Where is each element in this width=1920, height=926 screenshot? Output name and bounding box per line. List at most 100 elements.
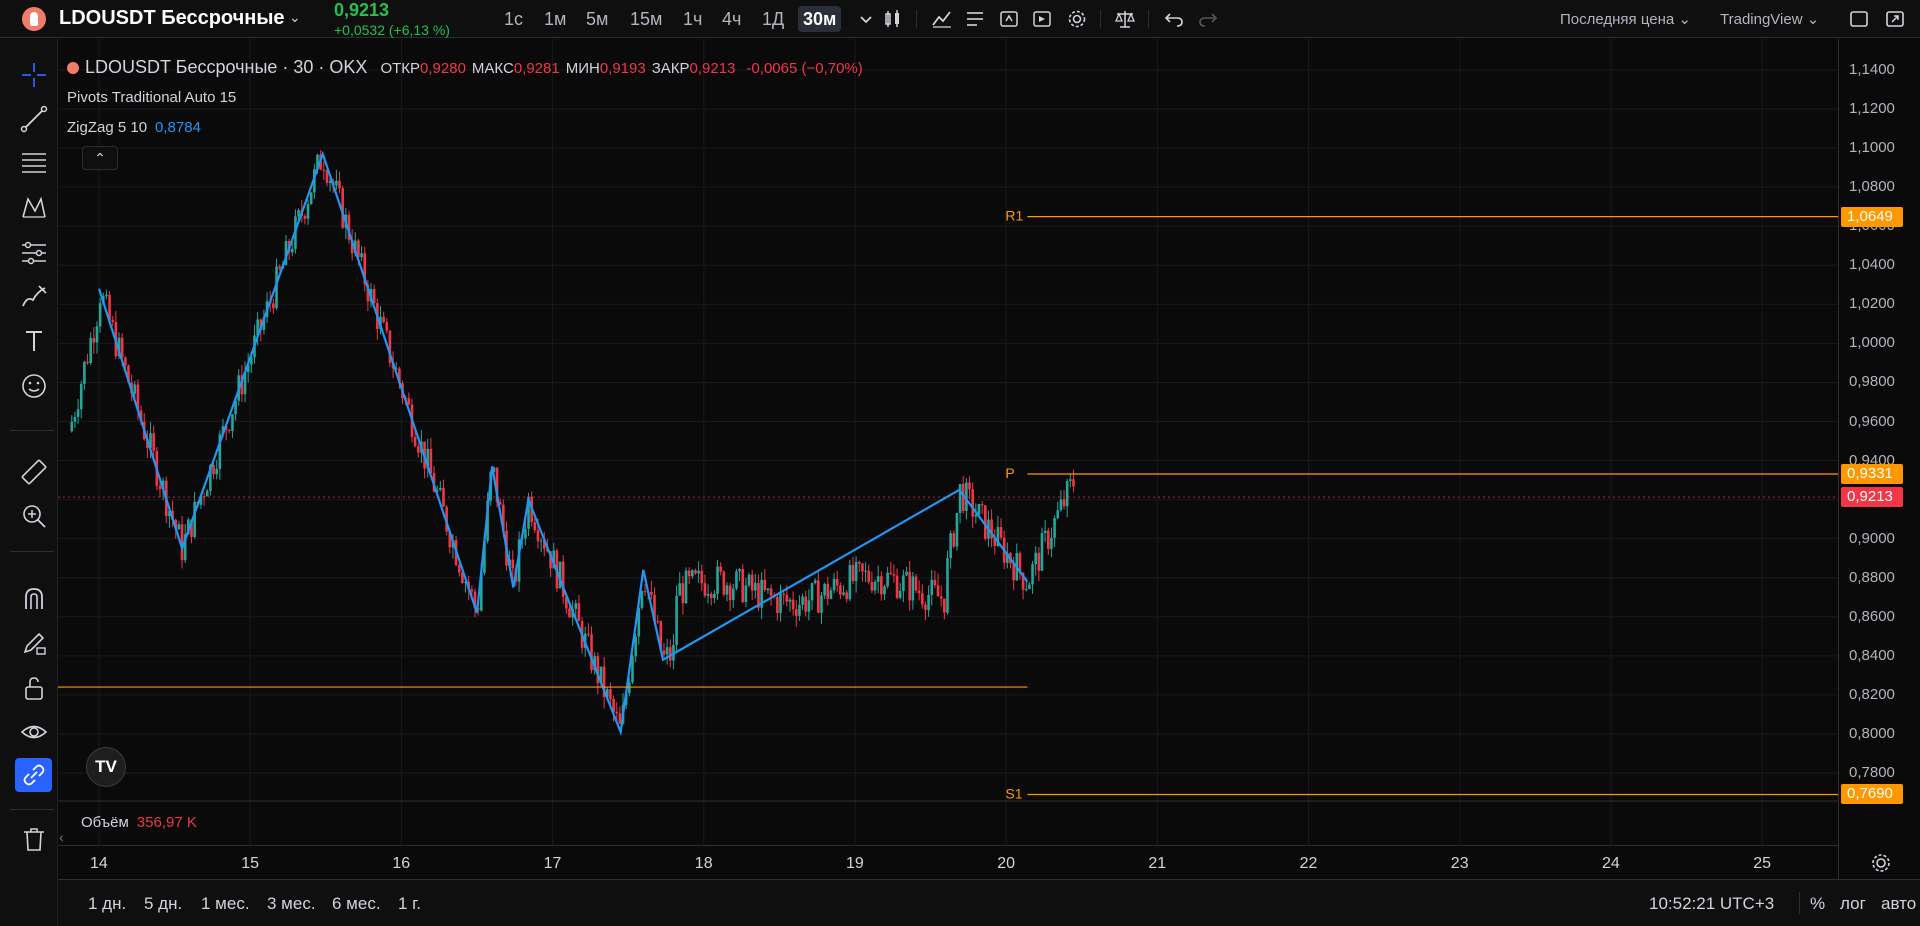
timeframe-1Д[interactable]: 1Д (762, 9, 785, 29)
zoom-in-icon[interactable] (15, 499, 53, 533)
chart-settings-icon[interactable] (1870, 852, 1892, 874)
candle (920, 593, 924, 605)
time-tick: 24 (1602, 855, 1620, 872)
candle (353, 240, 357, 254)
time-axis[interactable]: 14 15 16 17 18 19 20 21 22 23 24 25 (58, 845, 1838, 879)
brush-icon[interactable] (15, 280, 53, 314)
text-icon[interactable] (15, 324, 53, 358)
candle (306, 204, 310, 219)
settings-icon[interactable] (1066, 9, 1088, 29)
candle (861, 563, 864, 572)
candle (845, 592, 848, 600)
timeframe-5м[interactable]: 5м (586, 9, 609, 29)
candle (930, 579, 934, 595)
candle (791, 599, 795, 610)
trend-line-icon[interactable] (15, 102, 53, 136)
alert-icon[interactable] (998, 9, 1020, 29)
fib-lines-icon[interactable] (15, 146, 53, 180)
emoji-icon[interactable] (15, 369, 53, 403)
candle (325, 170, 329, 183)
last-price-tag: 0,9213 (1841, 487, 1903, 508)
timeframe-30м[interactable]: 30м (798, 6, 842, 32)
prediction-icon[interactable] (15, 235, 53, 269)
chart-pane[interactable]: R1 P S1 (58, 39, 1838, 879)
ruler-icon[interactable] (15, 455, 53, 489)
chevron-left-icon[interactable]: ‹ (59, 829, 64, 845)
templates-icon[interactable] (964, 9, 986, 29)
candle (536, 530, 540, 542)
timeframe-4ч[interactable]: 4ч (722, 9, 742, 29)
lock-draw-icon[interactable] (15, 626, 53, 660)
range-button[interactable]: 1 дн. (88, 894, 127, 913)
candle (939, 596, 943, 599)
candle (492, 467, 496, 472)
redo-icon[interactable] (1197, 9, 1219, 29)
range-button[interactable]: 1 г. (398, 894, 422, 913)
replay-icon[interactable] (1031, 9, 1053, 29)
candle (1037, 552, 1041, 571)
symbol-logo-icon[interactable] (22, 7, 46, 31)
candle (697, 570, 700, 574)
eye-icon[interactable] (15, 715, 53, 749)
candle (366, 284, 370, 302)
price-chart[interactable]: R1 P S1 (58, 39, 1838, 845)
range-button[interactable]: 5 дн. (144, 894, 183, 913)
chevron-down-icon[interactable] (855, 9, 877, 29)
candle (1024, 589, 1028, 591)
symbol-logo-icon (67, 62, 79, 74)
ohlc-value: 0,9213 (689, 60, 736, 77)
undo-icon[interactable] (1163, 9, 1185, 29)
candle (234, 400, 237, 415)
candle (79, 383, 83, 410)
snapshot-icon[interactable] (1884, 9, 1906, 29)
candle-style-icon[interactable] (882, 9, 904, 29)
clock[interactable]: 10:52:21 UTC+3 (1649, 894, 1775, 913)
range-button[interactable]: 3 мес. (267, 894, 316, 913)
zigzag-legend[interactable]: ZigZag 5 10 0,8784 (67, 119, 201, 136)
candle (218, 434, 222, 469)
candle (549, 551, 552, 569)
price-scale[interactable]: 1,14001,12001,10001,08001,06001,04001,02… (1838, 39, 1920, 879)
timeframe-1м[interactable]: 1м (544, 9, 567, 29)
compare-icon[interactable] (1114, 9, 1136, 29)
candle (943, 598, 946, 613)
candle (949, 533, 952, 559)
unlock-icon[interactable] (15, 671, 53, 705)
symbol-legend[interactable]: LDOUSDT Бессрочные · 30 · OKX ОТКР0,9280… (67, 57, 869, 78)
trash-icon[interactable] (15, 822, 53, 856)
crosshair-icon[interactable] (15, 58, 53, 92)
fullscreen-icon[interactable] (1848, 9, 1870, 29)
time-tick: 17 (543, 855, 562, 872)
candle (385, 322, 389, 331)
collapse-legend-button[interactable]: ⌃ (82, 146, 118, 170)
candle (1046, 530, 1050, 549)
pivots-legend[interactable]: Pivots Traditional Auto 15 (67, 89, 237, 106)
ohlc-label: МАКС (471, 60, 514, 77)
price-type-select[interactable]: Последняя цена ⌄ (1560, 11, 1691, 28)
percent-toggle[interactable]: % (1810, 894, 1826, 913)
chevron-down-icon[interactable]: ⌄ (289, 9, 301, 25)
candle (905, 571, 908, 576)
timeframe-1ч[interactable]: 1ч (683, 9, 703, 29)
candle (193, 501, 196, 537)
candle (117, 337, 121, 357)
candle (398, 368, 401, 384)
pattern-icon[interactable] (15, 191, 53, 225)
timeframe-15м[interactable]: 15м (630, 9, 663, 29)
indicators-icon[interactable] (931, 9, 953, 29)
log-toggle[interactable]: лог (1840, 894, 1866, 913)
range-button[interactable]: 1 мес. (201, 894, 250, 913)
auto-toggle[interactable]: авто (1881, 894, 1917, 913)
timeframe-1с[interactable]: 1с (504, 9, 524, 29)
candle (98, 303, 102, 327)
candle (470, 589, 474, 592)
symbol-title[interactable]: LDOUSDT Бессрочные (59, 7, 285, 29)
volume-legend[interactable]: Объём 356,97 K (81, 814, 197, 831)
candle (502, 504, 505, 531)
tradingview-logo[interactable]: TV (86, 747, 126, 787)
candle (1043, 530, 1047, 534)
link-icon[interactable] (15, 758, 52, 792)
provider-select[interactable]: TradingView ⌄ (1720, 11, 1820, 28)
range-button[interactable]: 6 мес. (332, 894, 381, 913)
magnet-icon[interactable] (15, 582, 53, 616)
